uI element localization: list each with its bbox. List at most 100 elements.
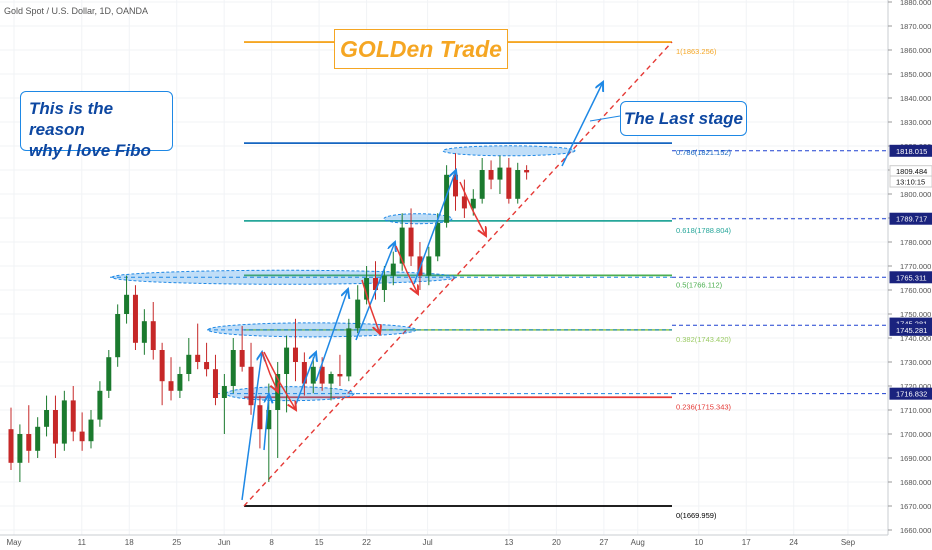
candle-body (230, 350, 236, 386)
red-pullback-arrow (459, 181, 486, 236)
red-pullback-arrow (261, 351, 278, 392)
price-tick-label: 1880.000 (900, 0, 931, 7)
candle-body (159, 350, 165, 382)
time-tick-label: 15 (315, 538, 324, 547)
time-tick-label: 17 (742, 538, 751, 547)
candle-body (479, 170, 485, 199)
time-tick-label: 11 (78, 538, 87, 547)
fib-level-label: 1(1863.256) (676, 47, 717, 56)
price-tag (889, 323, 932, 336)
candle-body (444, 174, 450, 223)
candle-body (488, 170, 494, 180)
candle-body (497, 167, 503, 180)
blue-trend-arrow (561, 82, 603, 167)
candle-body (364, 278, 370, 300)
candle-body (390, 263, 396, 276)
candle-body (88, 419, 94, 442)
time-axis[interactable]: May111825Jun81522Jul132027Aug101724Sep14 (0, 534, 932, 547)
highlight-ellipses (111, 145, 576, 402)
candle-body (399, 227, 405, 264)
fib-level-label: 0(1669.959) (676, 511, 717, 520)
price-tick-label: 1840.000 (900, 94, 931, 103)
price-axis[interactable]: 1660.000 1670.000 1680.000 1690.000 1700.000… (887, 0, 932, 535)
candle-body (239, 350, 245, 367)
price-tick-label: 1760.000 (900, 286, 931, 295)
price-tick-label: 1860.000 (900, 46, 931, 55)
candle-body (310, 366, 316, 384)
candle-body (17, 434, 23, 463)
grid-lines (0, 0, 888, 535)
candle-body (284, 347, 290, 374)
price-tick-label: 1750.000 (900, 310, 931, 319)
candle-body (52, 410, 58, 444)
time-tick-label: 10 (694, 538, 703, 547)
price-tick-label: 1740.000 (900, 334, 931, 343)
reason-line-2: why I love Fibo (29, 141, 151, 160)
reason-line-1: This is the reason (29, 99, 114, 139)
price-tick-label: 1710.000 (900, 406, 931, 415)
red-pullback-arrow (361, 279, 380, 334)
candle-body (141, 321, 147, 343)
callout-pointer (589, 115, 621, 122)
price-tag (889, 387, 932, 400)
time-tick-label: 20 (552, 538, 561, 547)
time-tick-label: 18 (125, 538, 134, 547)
candle-body (124, 294, 130, 314)
candle-body (248, 366, 254, 406)
candle-body (212, 369, 218, 398)
time-tick-label: Sep (841, 538, 856, 547)
golden-trade-box: GOLDen Trade (334, 29, 508, 69)
candle-body (8, 429, 14, 463)
time-tick-label: 22 (362, 538, 371, 547)
trend-arrows (241, 82, 621, 501)
horizontal-lines (110, 41, 888, 507)
price-tick-label: 1670.000 (900, 502, 931, 511)
candle-body (70, 400, 76, 432)
time-tick-label: 24 (789, 538, 798, 547)
price-tick-label: 1850.000 (900, 70, 931, 79)
candle-body (355, 299, 361, 329)
price-tag-label: 1818.015 (896, 147, 927, 156)
candle-body (524, 170, 530, 173)
candle-body (132, 294, 138, 343)
price-tag-label: 1716.832 (896, 390, 927, 399)
candle-body (204, 362, 210, 370)
time-tick-label: 8 (269, 538, 274, 547)
fib-labels: 1(1863.256) 0.786(1821.152) 0.618(1788.804… (676, 47, 732, 520)
candle-body (453, 174, 458, 197)
blue-trend-arrow (315, 289, 348, 382)
candle-body (292, 347, 298, 362)
candle-body (79, 431, 85, 442)
candle-body (35, 426, 41, 451)
candles (8, 153, 530, 482)
price-tag (889, 212, 932, 225)
time-tick-label: 13 (504, 538, 513, 547)
blue-trend-arrow (355, 242, 395, 341)
candle-body (97, 390, 103, 420)
blue-trend-arrow (241, 352, 262, 501)
fib-level-label: 0.236(1715.343) (676, 402, 732, 411)
price-tag (889, 271, 932, 284)
blue-trend-arrow (263, 394, 269, 451)
time-tick-label: 27 (599, 538, 608, 547)
fib-level-label: 0.618(1788.804) (676, 226, 732, 235)
candle-body (221, 386, 227, 398)
candle-body (186, 354, 192, 374)
candle-body (381, 275, 387, 290)
candle-body (461, 196, 467, 209)
candle-body (61, 400, 67, 444)
price-tick-label: 1720.000 (900, 382, 931, 391)
candle-body (301, 362, 307, 384)
candle-body (372, 278, 378, 290)
highlight-ellipse (207, 322, 417, 338)
candle-body (168, 381, 174, 391)
candle-body (408, 227, 414, 257)
candle-body (26, 434, 32, 451)
price-tick-label: 1800.000 (900, 190, 931, 199)
price-tick-label: 1700.000 (900, 430, 931, 439)
symbol-title: Gold Spot / U.S. Dollar, 1D, OANDA (4, 6, 149, 16)
candle-body (470, 198, 476, 209)
fib-level-label: 0.382(1743.420) (676, 335, 732, 344)
